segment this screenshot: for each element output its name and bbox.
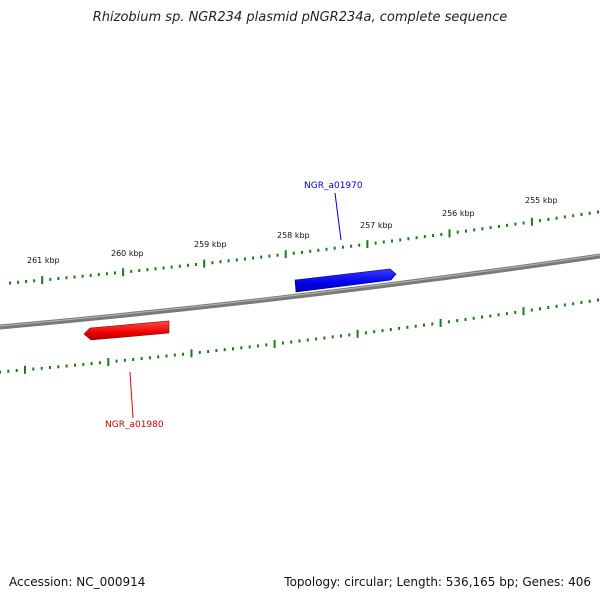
kbp-label: 261 kbp bbox=[27, 256, 60, 265]
gene-label-leader-forward bbox=[334, 192, 342, 241]
gene-feature-forward[interactable] bbox=[294, 268, 397, 293]
plasmid-backbone bbox=[0, 253, 600, 330]
upper-tick-ruler bbox=[9, 210, 599, 285]
gene-feature-reverse[interactable] bbox=[83, 320, 170, 341]
gene-arrow-forward[interactable] bbox=[294, 268, 397, 293]
gene-label-reverse[interactable]: NGR_a01980 bbox=[105, 420, 164, 430]
kbp-label: 257 kbp bbox=[360, 221, 393, 230]
kbp-label: 258 kbp bbox=[277, 231, 310, 240]
sequence-summary: Topology: circular; Length: 536,165 bp; … bbox=[284, 575, 591, 589]
map-title: Rhizobium sp. NGR234 plasmid pNGR234a, c… bbox=[92, 10, 508, 25]
kbp-labels: 261 kbp 260 kbp 259 kbp 258 kbp 257 kbp … bbox=[27, 196, 558, 265]
accession-text: Accession: NC_000914 bbox=[9, 575, 146, 589]
lower-tick-ruler bbox=[0, 298, 599, 374]
kbp-label: 255 kbp bbox=[525, 196, 558, 205]
gene-arrow-reverse[interactable] bbox=[83, 320, 170, 341]
gene-label-leader-reverse bbox=[129, 371, 134, 419]
kbp-label: 260 kbp bbox=[111, 249, 144, 258]
kbp-label: 256 kbp bbox=[442, 209, 475, 218]
gene-label-forward[interactable]: NGR_a01970 bbox=[304, 181, 363, 191]
plasmid-backbone-highlight bbox=[0, 254, 600, 327]
kbp-label: 259 kbp bbox=[194, 240, 227, 249]
